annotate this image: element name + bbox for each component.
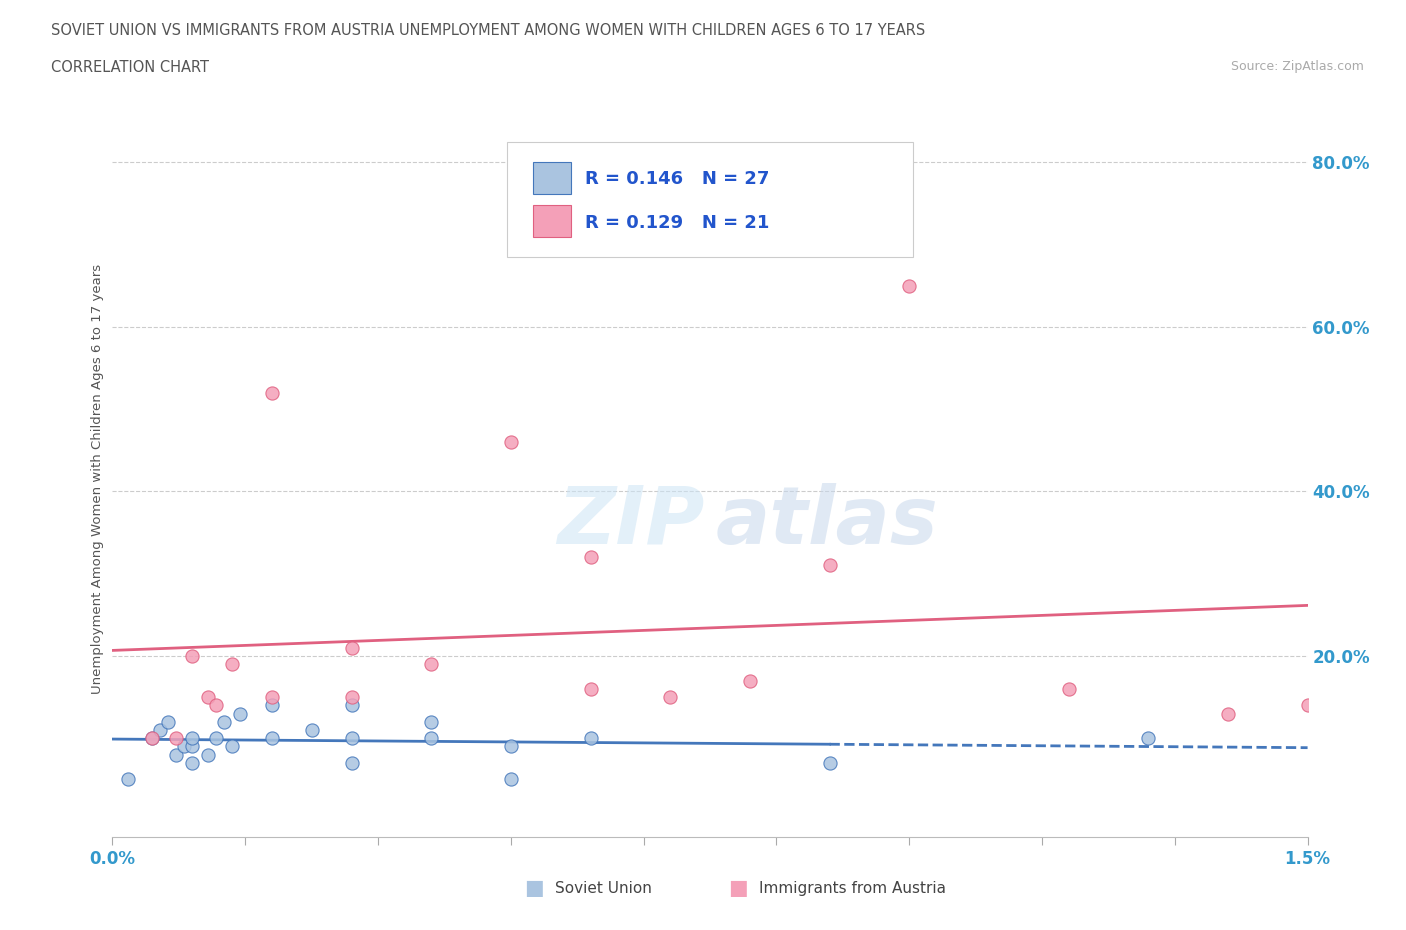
Point [579,550,602,565]
Text: ZIP: ZIP [557,483,704,561]
Y-axis label: Unemployment Among Women with Children Ages 6 to 17 years: Unemployment Among Women with Children A… [91,264,104,694]
Point [260,690,283,705]
Point [165,747,187,762]
Point [221,657,243,671]
Point [579,682,602,697]
Point [499,739,522,754]
Point [499,434,522,449]
FancyBboxPatch shape [533,205,571,237]
Point [420,714,443,729]
Text: SOVIET UNION VS IMMIGRANTS FROM AUSTRIA UNEMPLOYMENT AMONG WOMEN WITH CHILDREN A: SOVIET UNION VS IMMIGRANTS FROM AUSTRIA … [51,23,925,38]
Point [197,690,219,705]
Point [165,731,187,746]
Point [117,772,139,787]
Point [141,731,163,746]
Text: R = 0.146   N = 27: R = 0.146 N = 27 [585,170,769,188]
Point [738,673,761,688]
Point [420,657,443,671]
Point [260,698,283,712]
Point [340,640,363,655]
Point [340,731,363,746]
Point [260,731,283,746]
FancyBboxPatch shape [533,162,571,194]
Text: R = 0.129   N = 21: R = 0.129 N = 21 [585,214,769,232]
Text: Soviet Union: Soviet Union [555,881,652,896]
Point [205,731,228,746]
Point [1296,698,1319,712]
Text: CORRELATION CHART: CORRELATION CHART [51,60,208,75]
Point [212,714,235,729]
Point [659,690,682,705]
Point [340,755,363,770]
Text: atlas: atlas [716,483,939,561]
Point [340,698,363,712]
FancyBboxPatch shape [508,142,914,257]
Point [420,731,443,746]
Point [149,723,172,737]
Point [229,706,252,721]
Text: Source: ZipAtlas.com: Source: ZipAtlas.com [1230,60,1364,73]
Point [181,755,204,770]
Point [181,648,204,663]
Point [181,731,204,746]
Point [1057,682,1080,697]
Point [260,385,283,400]
Text: ■: ■ [728,878,748,898]
Point [197,747,219,762]
Point [301,723,323,737]
Point [1216,706,1239,721]
Point [1137,731,1160,746]
Point [141,731,163,746]
Point [898,278,921,293]
Point [221,739,243,754]
Text: Immigrants from Austria: Immigrants from Austria [759,881,946,896]
Text: ■: ■ [524,878,544,898]
Point [173,739,195,754]
Point [818,755,841,770]
Point [181,739,204,754]
Point [157,714,180,729]
Point [818,558,841,573]
Point [340,690,363,705]
Point [499,772,522,787]
Point [205,698,228,712]
Point [579,731,602,746]
